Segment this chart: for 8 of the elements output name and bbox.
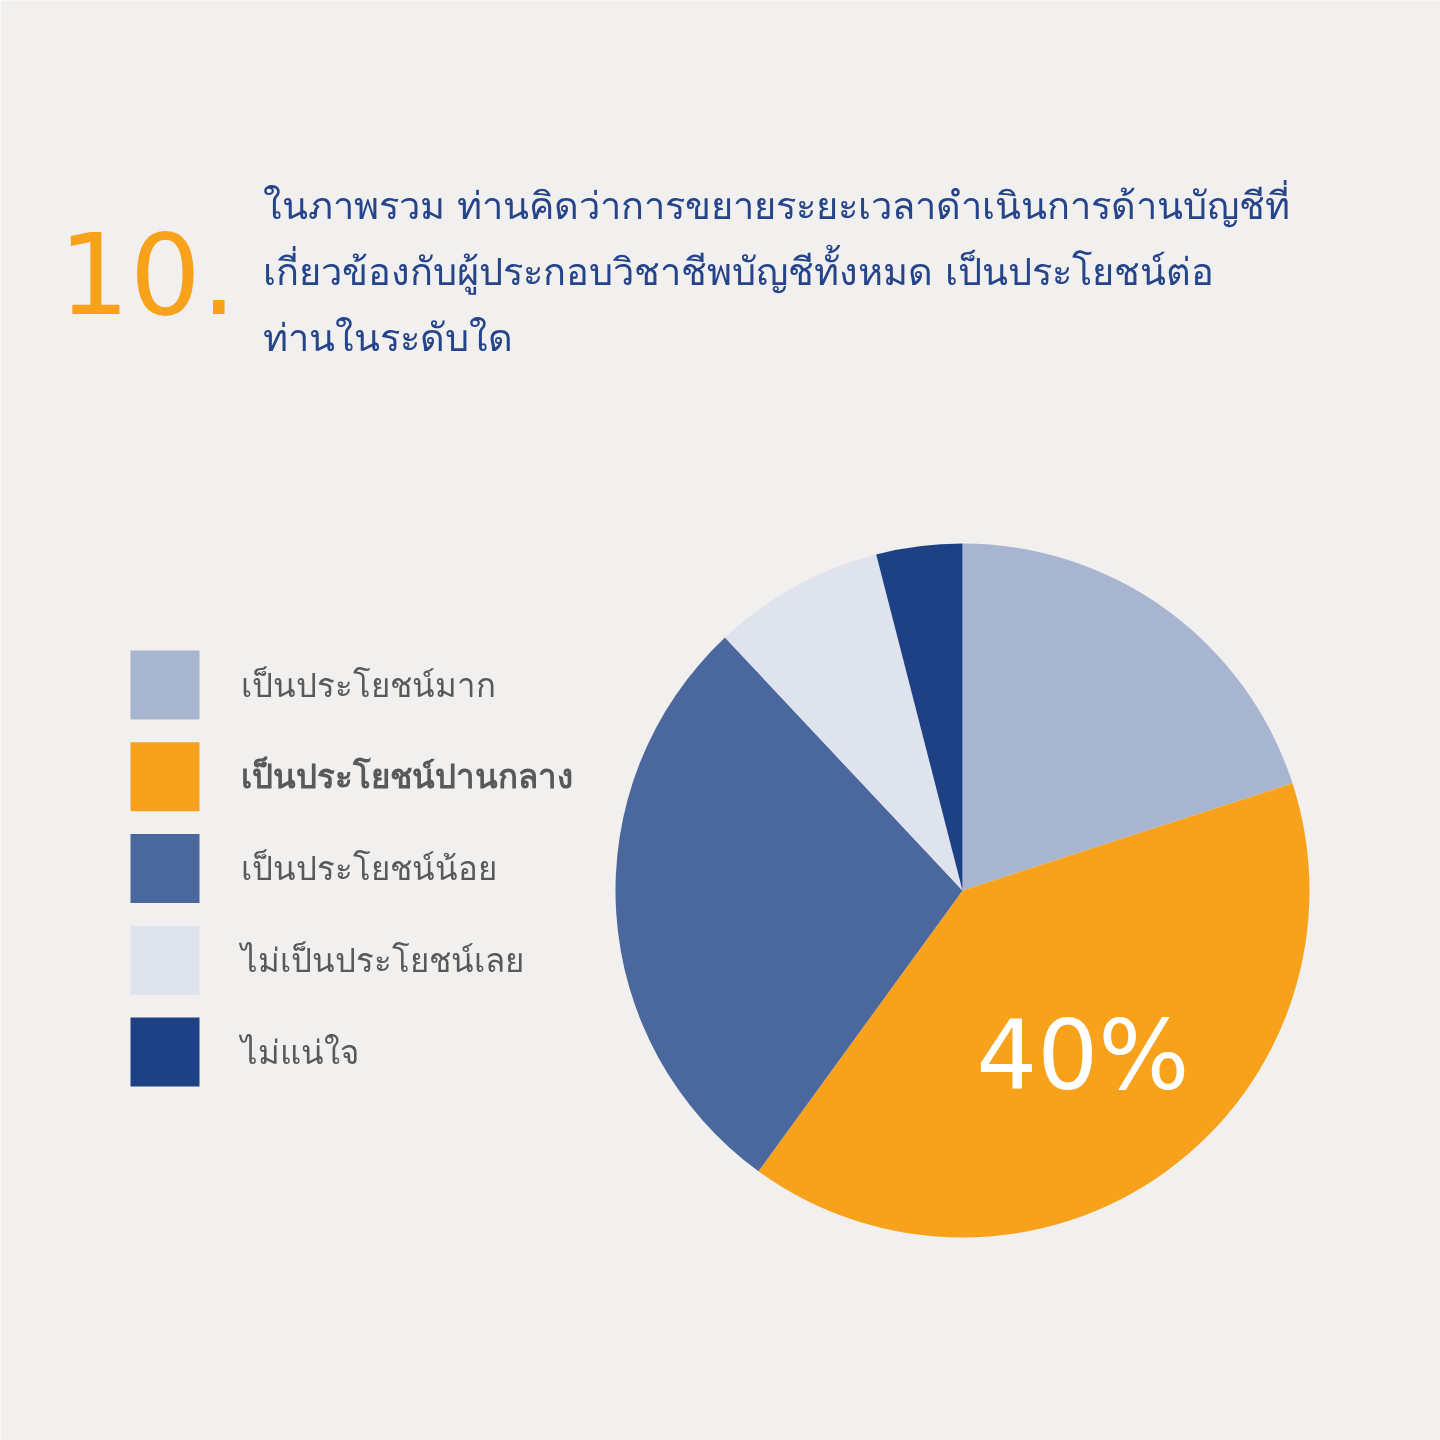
legend-label: เป็นประโยชน์มาก: [240, 665, 496, 705]
legend-label: ไม่แน่ใจ: [237, 1032, 359, 1072]
chart-title: ในภาพรวม ท่านคิดว่าการขยายระยะเวลาดำเนินการด้านบัญชีที่ เกี่ยวข้องกับผู้ประกอบวิชาชีพบัญชีทั้งหมด เป็นประโยชน์ต่อ ท่านในระดับใด: [262, 179, 1290, 360]
data-label: 40%: [976, 1000, 1190, 1113]
text: 10.: [58, 209, 237, 340]
legend-label: เป็นประโยชน์ปานกลาง: [240, 756, 573, 797]
legend-label: เป็นประโยชน์น้อย: [240, 849, 497, 888]
legend-label: ไม่เป็นประโยชน์เลย: [237, 940, 524, 980]
